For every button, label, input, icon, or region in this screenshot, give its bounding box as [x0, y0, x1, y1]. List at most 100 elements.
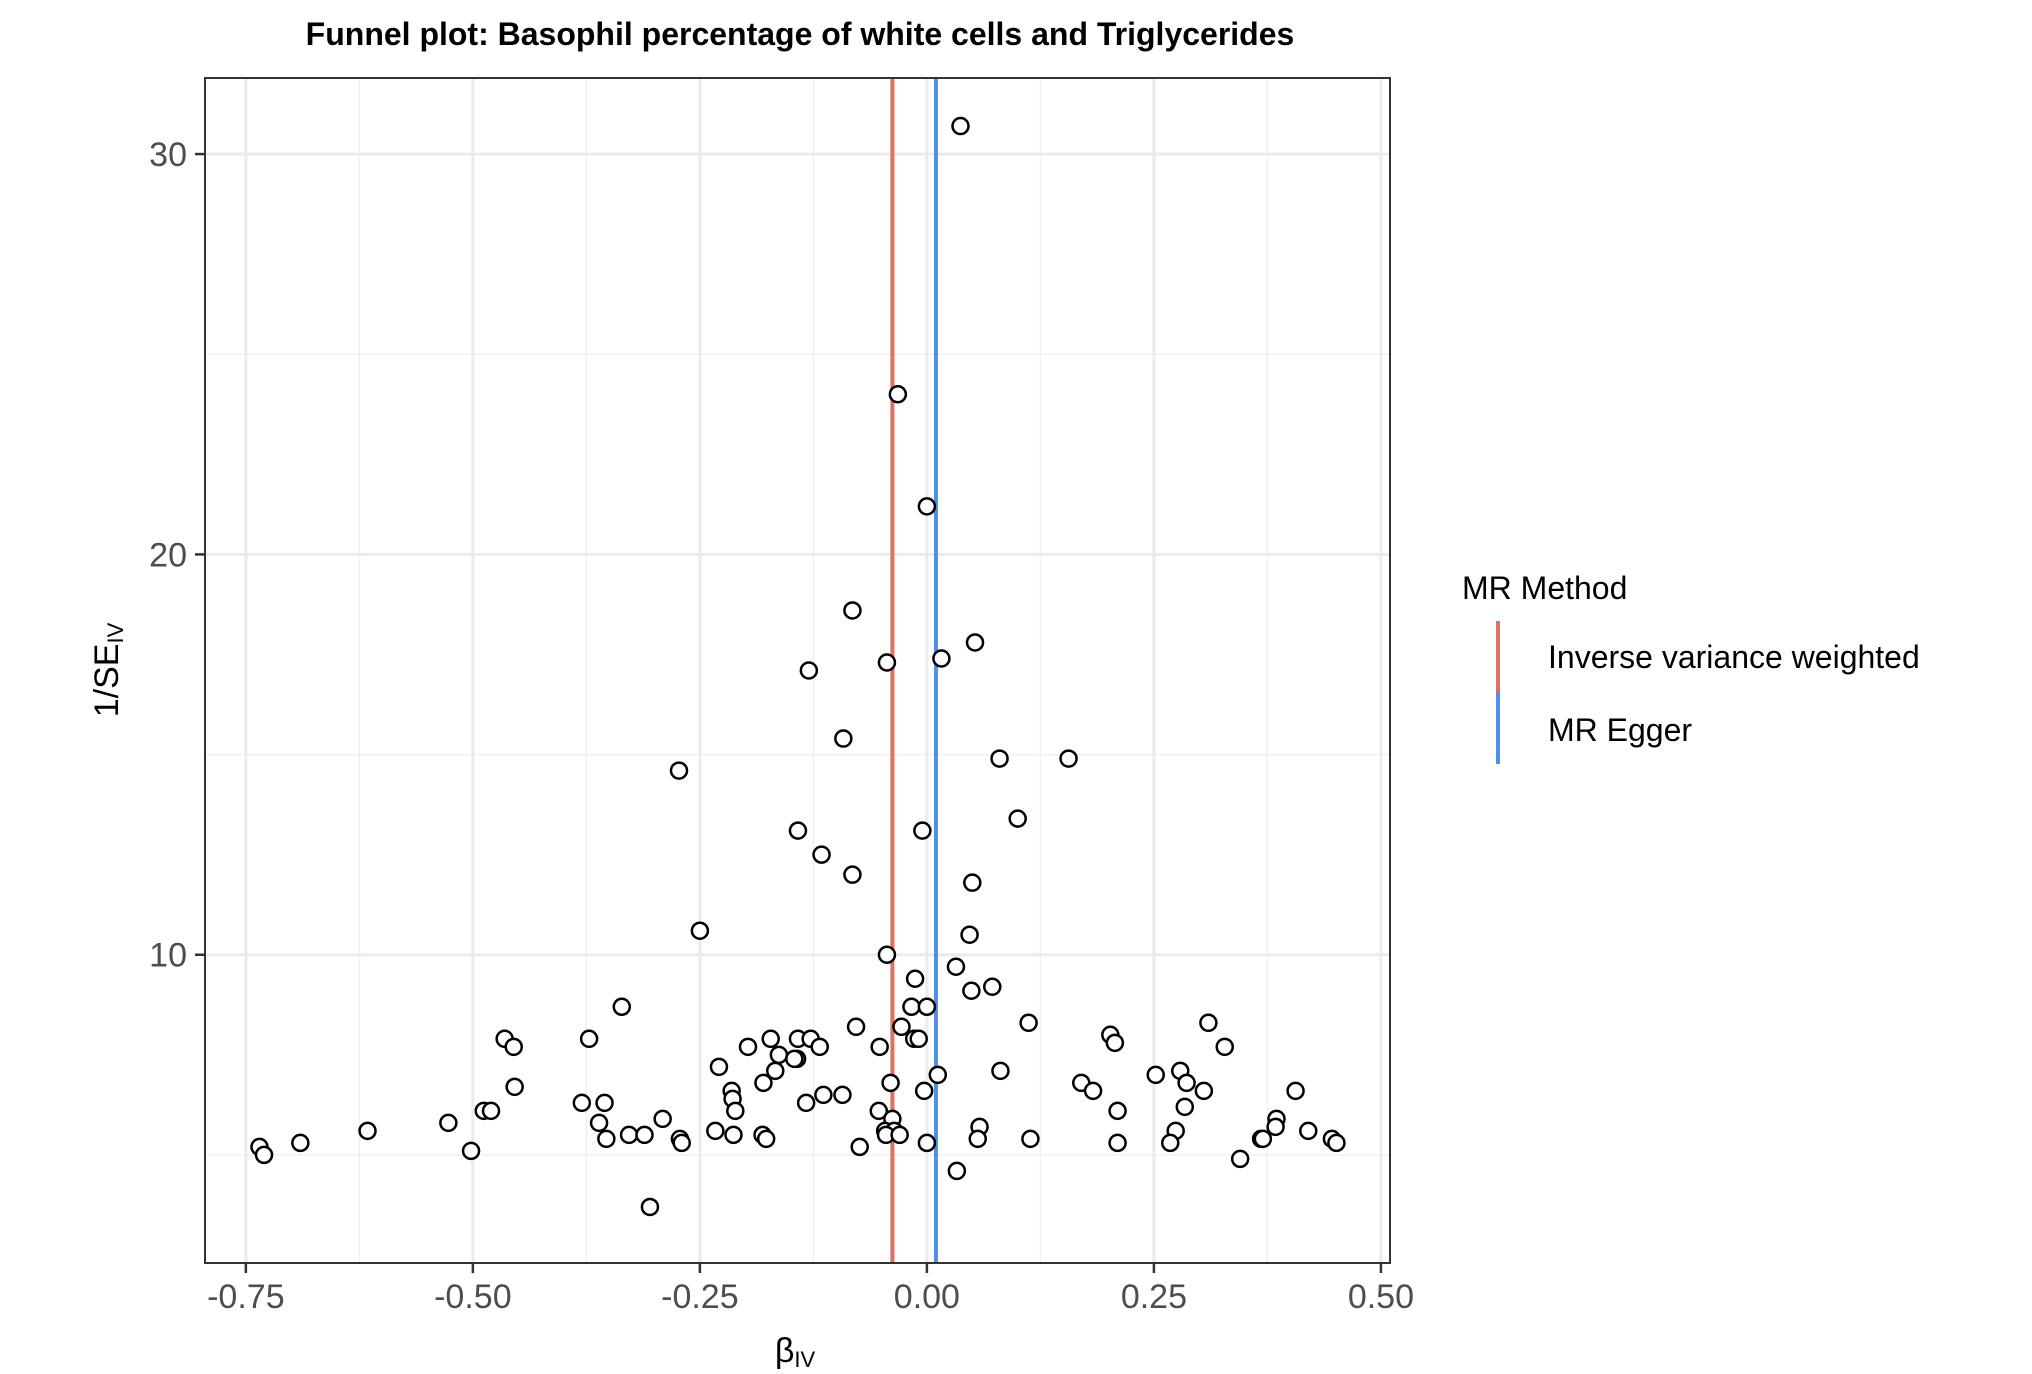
- data-point: [843, 865, 862, 884]
- data-point: [709, 1057, 729, 1077]
- data-point: [843, 601, 862, 620]
- data-point: [810, 1037, 829, 1057]
- data-point: [1083, 1081, 1103, 1101]
- data-point: [1299, 1121, 1318, 1141]
- data-point: [291, 1133, 310, 1153]
- data-point: [1021, 1129, 1040, 1149]
- data-point: [1199, 1013, 1218, 1033]
- x-axis: -0.75 -0.50 -0.25 0.00 0.25 0.50: [207, 1263, 1414, 1316]
- data-point: [504, 1037, 523, 1057]
- data-point: [1215, 1037, 1234, 1057]
- data-point: [877, 653, 897, 672]
- x-tick-label: -0.25: [661, 1278, 739, 1316]
- data-point: [834, 729, 853, 748]
- data-point: [254, 1145, 274, 1165]
- data-point: [766, 1061, 785, 1081]
- data-point: [1008, 809, 1027, 828]
- data-point: [877, 945, 897, 964]
- data-point: [738, 1037, 758, 1057]
- data-point: [769, 1045, 789, 1065]
- data-point: [917, 997, 937, 1017]
- data-point: [902, 997, 921, 1017]
- data-point: [814, 1085, 833, 1105]
- data-point: [991, 1061, 1010, 1081]
- x-tick-label: -0.75: [207, 1278, 285, 1316]
- x-axis-label-main: β: [775, 1332, 795, 1370]
- data-point: [1108, 1101, 1127, 1121]
- data-point: [946, 957, 966, 976]
- data-point: [799, 661, 819, 680]
- legend-title: MR Method: [1462, 570, 1627, 606]
- data-point: [1194, 1081, 1214, 1101]
- data-point: [706, 1121, 725, 1141]
- data-point: [1266, 1117, 1285, 1137]
- y-axis-label-prefix: 1/SE: [88, 644, 126, 718]
- data-point: [1175, 1097, 1195, 1117]
- data-point: [439, 1113, 458, 1133]
- data-point: [870, 1037, 889, 1057]
- data-point: [888, 385, 908, 404]
- data-point: [672, 1133, 691, 1153]
- data-point: [796, 1093, 816, 1113]
- data-point: [726, 1101, 745, 1121]
- y-tick-label: 30: [149, 136, 187, 174]
- y-axis-label: 1/SEIV: [88, 622, 128, 717]
- plot-background: [205, 78, 1390, 1263]
- data-point: [833, 1085, 852, 1105]
- data-point: [595, 1093, 614, 1113]
- major-gridlines: [205, 78, 1390, 1263]
- plot-panel: [204, 77, 1391, 1264]
- x-axis-label: βIV: [775, 1332, 816, 1372]
- data-point: [963, 873, 982, 892]
- data-point: [1286, 1081, 1305, 1101]
- x-tick-label: 0.50: [1348, 1278, 1414, 1316]
- data-point: [917, 1133, 937, 1153]
- data-point: [890, 1125, 909, 1145]
- data-point: [965, 633, 985, 652]
- legend-label-mr-egger: MR Egger: [1548, 712, 1692, 748]
- data-point: [960, 925, 979, 944]
- data-point: [756, 1129, 776, 1149]
- data-point: [913, 821, 932, 840]
- data-point: [1059, 749, 1078, 768]
- x-tick-label: 0.25: [1121, 1278, 1187, 1316]
- data-point: [881, 1073, 900, 1093]
- data-point: [669, 761, 689, 780]
- data-point: [1108, 1133, 1127, 1153]
- data-point: [579, 1029, 599, 1049]
- data-point: [761, 1029, 780, 1049]
- data-point: [572, 1093, 592, 1113]
- data-point: [505, 1077, 524, 1097]
- data-point: [812, 845, 831, 864]
- data-point: [785, 1049, 804, 1069]
- data-point: [612, 997, 632, 1017]
- data-point: [481, 1101, 501, 1121]
- plot-border: [204, 77, 1391, 1264]
- data-point: [597, 1129, 616, 1149]
- data-point: [947, 1161, 967, 1181]
- data-point: [1019, 1013, 1038, 1033]
- data-point: [754, 1073, 773, 1093]
- y-axis-label-sub: IV: [103, 622, 128, 643]
- data-point: [619, 1125, 639, 1145]
- data-point: [1146, 1065, 1165, 1085]
- data-point: [1105, 1033, 1125, 1053]
- data-point: [968, 1129, 987, 1149]
- x-tick-label: -0.50: [434, 1278, 512, 1316]
- data-points: [250, 116, 1346, 1217]
- data-point: [690, 921, 710, 940]
- data-point: [724, 1125, 743, 1145]
- data-point: [909, 1029, 928, 1049]
- data-point: [990, 749, 1009, 768]
- data-point: [1230, 1149, 1250, 1169]
- data-point: [1161, 1133, 1180, 1153]
- data-point: [905, 969, 925, 989]
- data-point: [1177, 1073, 1196, 1093]
- x-axis-label-sub: IV: [794, 1347, 815, 1372]
- data-point: [788, 821, 808, 840]
- data-point: [635, 1125, 654, 1145]
- data-point: [983, 977, 1002, 997]
- data-point: [928, 1065, 948, 1085]
- legend-entry-mr-egger: MR Egger: [1496, 692, 1692, 764]
